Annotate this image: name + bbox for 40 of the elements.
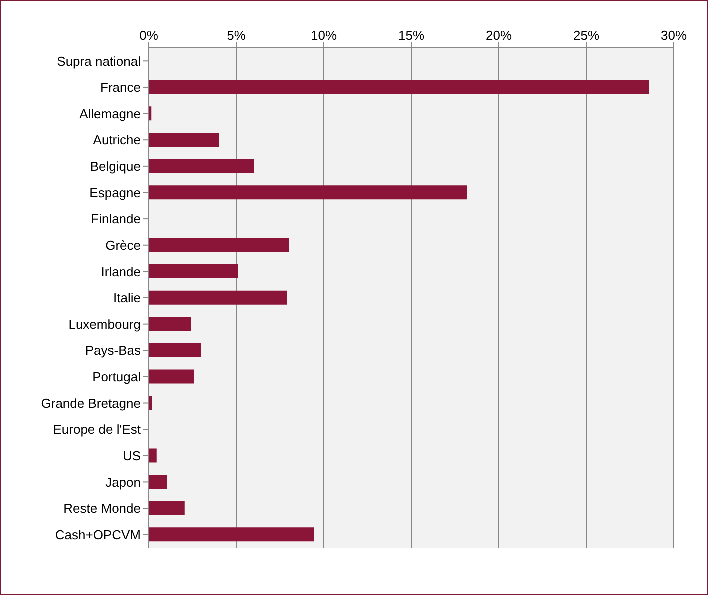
- y-tick-label: France: [100, 80, 141, 96]
- y-tick-label: Grande Bretagne: [41, 396, 141, 411]
- bar: [149, 501, 185, 516]
- bar: [149, 475, 168, 490]
- bar: [149, 132, 219, 147]
- y-tick-label: Luxembourg: [68, 316, 141, 332]
- bar: [149, 264, 238, 279]
- x-tick-label: 30%: [660, 28, 688, 43]
- y-tick-label: Italie: [114, 290, 141, 306]
- x-tick-label: 0%: [140, 28, 159, 43]
- bar: [149, 370, 194, 384]
- y-tick-label: Finlande: [91, 212, 141, 227]
- y-tick-label: Reste Monde: [64, 501, 141, 516]
- bar: [149, 448, 157, 463]
- y-tick-label: Autriche: [93, 132, 141, 148]
- y-tick-label: Supra national: [57, 54, 142, 69]
- y-tick-label: Europe de l'Est: [53, 422, 142, 438]
- x-tick-label: 20%: [486, 28, 512, 43]
- bar: [149, 159, 254, 174]
- y-tick-label: Pays-Bas: [85, 343, 142, 358]
- y-tick-label: Allemagne: [80, 106, 141, 122]
- bar: [149, 290, 288, 305]
- x-tick-label: 15%: [398, 28, 425, 43]
- bar: [149, 317, 191, 332]
- y-tick-label: Portugal: [92, 370, 142, 385]
- y-tick-label: Belgique: [90, 159, 141, 174]
- x-tick-label: 5%: [227, 28, 246, 43]
- y-tick-label: Irlande: [101, 264, 141, 280]
- bar: [149, 528, 314, 542]
- bar: [149, 80, 650, 94]
- bar: [149, 343, 202, 358]
- y-tick-label: Espagne: [90, 185, 141, 200]
- y-tick-label: Cash+OPCVM: [55, 527, 141, 542]
- y-tick-label: US: [122, 448, 142, 464]
- bar: [149, 238, 289, 252]
- y-tick-label: Japon: [106, 474, 141, 490]
- y-tick-label: Grèce: [106, 238, 141, 253]
- x-tick-label: 25%: [573, 28, 600, 43]
- x-tick-label: 10%: [310, 28, 338, 43]
- bar: [149, 186, 468, 200]
